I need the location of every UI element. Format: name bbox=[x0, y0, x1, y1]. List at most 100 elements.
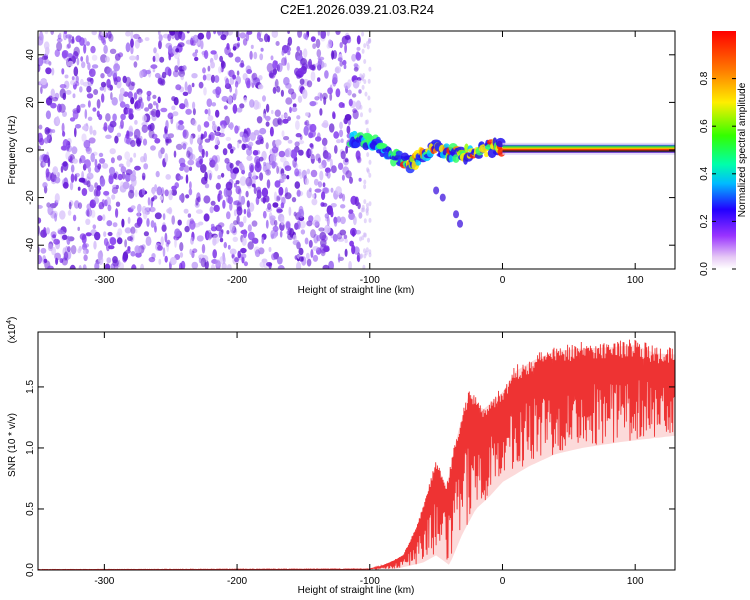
noise-speck bbox=[139, 135, 143, 141]
noise-speck bbox=[70, 245, 77, 255]
noise-speck bbox=[294, 141, 300, 147]
noise-speck bbox=[304, 121, 308, 126]
noise-speck bbox=[232, 74, 237, 80]
noise-speck bbox=[290, 149, 298, 159]
noise-speck bbox=[347, 79, 352, 88]
noise-speck bbox=[266, 167, 270, 174]
noise-speckle-layer bbox=[38, 31, 372, 269]
noise-speck bbox=[72, 158, 78, 164]
noise-speck bbox=[122, 253, 128, 263]
noise-speck bbox=[61, 68, 65, 75]
noise-speck bbox=[115, 208, 119, 218]
noise-speck bbox=[67, 60, 74, 67]
noise-speck bbox=[246, 155, 253, 162]
noise-speck bbox=[158, 34, 163, 42]
noise-speck bbox=[271, 160, 276, 169]
noise-speck bbox=[330, 187, 334, 193]
noise-speck bbox=[81, 61, 86, 69]
noise-speck bbox=[340, 204, 346, 209]
noise-speck bbox=[224, 157, 230, 164]
noise-speck bbox=[140, 263, 145, 269]
noise-speck bbox=[54, 49, 60, 57]
noise-fringe bbox=[365, 119, 369, 125]
noise-speck bbox=[287, 36, 293, 46]
noise-speck bbox=[59, 210, 66, 220]
noise-speck bbox=[272, 225, 279, 232]
noise-speck bbox=[158, 149, 163, 159]
noise-speck bbox=[195, 197, 199, 206]
noise-fringe bbox=[367, 237, 370, 243]
noise-speck bbox=[304, 34, 309, 41]
noise-speck bbox=[294, 168, 300, 177]
y-tick-label: 1.0 bbox=[25, 441, 36, 455]
noise-speck bbox=[108, 245, 115, 250]
noise-speck bbox=[339, 229, 347, 236]
noise-speck bbox=[226, 230, 230, 235]
colorbar-tick-label: 0.6 bbox=[699, 119, 710, 133]
noise-fringe bbox=[363, 59, 367, 64]
x-tick-label: 100 bbox=[627, 275, 644, 286]
noise-speck bbox=[42, 182, 48, 188]
noise-fringe bbox=[363, 248, 366, 254]
noise-speck bbox=[208, 232, 213, 239]
noise-speck bbox=[61, 257, 68, 266]
noise-speck bbox=[162, 213, 166, 221]
noise-speck bbox=[335, 88, 341, 98]
noise-speck bbox=[328, 260, 334, 269]
noise-speck bbox=[272, 118, 280, 127]
noise-speck bbox=[130, 139, 136, 148]
noise-speck bbox=[125, 249, 131, 254]
noise-speck bbox=[332, 73, 338, 84]
noise-speck bbox=[285, 220, 291, 229]
noise-speck bbox=[332, 112, 336, 120]
noise-speck bbox=[198, 221, 204, 226]
noise-speck bbox=[268, 246, 272, 253]
noise-speck bbox=[44, 59, 50, 65]
noise-speck bbox=[232, 43, 240, 49]
noise-speck bbox=[339, 42, 343, 49]
noise-speck bbox=[148, 103, 153, 110]
noise-speck bbox=[334, 66, 342, 74]
noise-speck bbox=[62, 131, 66, 137]
noise-speck bbox=[160, 147, 165, 155]
noise-speck bbox=[87, 166, 92, 173]
noise-speck bbox=[221, 95, 229, 102]
noise-speck bbox=[310, 169, 318, 178]
noise-speck bbox=[113, 77, 118, 86]
y-tick-label: 40 bbox=[25, 49, 36, 61]
noise-speck bbox=[88, 137, 96, 144]
noise-speck bbox=[140, 156, 145, 163]
noise-speck bbox=[227, 143, 233, 150]
noise-speck bbox=[324, 70, 329, 79]
noise-speck bbox=[280, 156, 287, 163]
noise-speck bbox=[270, 230, 275, 240]
noise-speck bbox=[137, 203, 142, 213]
noise-speck bbox=[133, 92, 138, 100]
noise-fringe bbox=[362, 264, 366, 269]
noise-speck bbox=[148, 129, 155, 139]
noise-speck bbox=[86, 180, 91, 188]
noise-speck bbox=[210, 74, 216, 83]
noise-speck bbox=[167, 33, 172, 42]
noise-speck bbox=[229, 248, 237, 255]
noise-speck bbox=[241, 236, 247, 246]
noise-fringe bbox=[363, 179, 367, 185]
noise-speck bbox=[221, 60, 225, 68]
noise-speck bbox=[352, 79, 360, 89]
noise-speck bbox=[223, 105, 228, 110]
noise-speck bbox=[219, 231, 223, 237]
noise-fringe bbox=[366, 167, 370, 173]
noise-speck bbox=[261, 258, 268, 263]
noise-speck bbox=[45, 227, 51, 235]
noise-speck bbox=[238, 193, 242, 203]
noise-speck bbox=[89, 125, 93, 135]
noise-speck bbox=[239, 131, 245, 138]
noise-speck bbox=[185, 108, 192, 115]
noise-speck bbox=[323, 62, 327, 68]
noise-speck bbox=[321, 122, 329, 128]
noise-speck bbox=[54, 176, 61, 184]
noise-speck bbox=[189, 181, 192, 190]
noise-fringe bbox=[361, 48, 365, 54]
noise-fringe bbox=[363, 218, 367, 224]
noise-speck bbox=[317, 77, 321, 82]
